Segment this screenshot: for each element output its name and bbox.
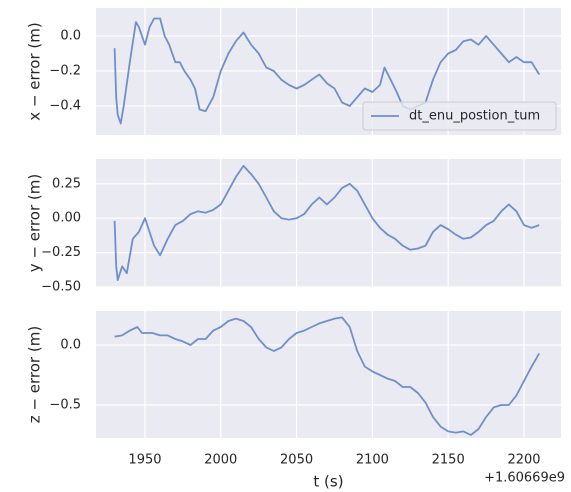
legend-label: dt_enu_postion_tum xyxy=(409,109,540,124)
x-tick-label: 2050 xyxy=(280,453,313,468)
data-line xyxy=(114,316,540,436)
y-axis-label: z − error (m) xyxy=(26,326,44,423)
y-tick-label: 0.0 xyxy=(60,337,81,352)
y-tick-label: −0.50 xyxy=(41,280,81,295)
y-tick-label: −0.4 xyxy=(49,98,81,113)
x-tick-label: 2100 xyxy=(356,453,389,468)
y-tick-label: −0.2 xyxy=(49,63,81,78)
data-line xyxy=(113,165,540,281)
legend: dt_enu_postion_tum xyxy=(362,101,557,131)
x-tick-label: 1950 xyxy=(128,453,161,468)
y-axis-label: y − error (m) xyxy=(26,174,44,272)
plot-area xyxy=(96,311,561,438)
data-line xyxy=(113,17,540,125)
x-offset-label: +1.60669e9 xyxy=(484,471,565,486)
y-tick-label: 0.25 xyxy=(52,176,81,191)
plot-area xyxy=(96,159,561,287)
y-tick-label: −0.25 xyxy=(41,245,81,260)
x-tick-label: 2150 xyxy=(432,453,465,468)
legend-box xyxy=(362,101,557,131)
x-axis-label: t (s) xyxy=(313,473,343,491)
y-tick-label: −0.5 xyxy=(49,397,81,412)
y-tick-label: 0.0 xyxy=(60,28,81,43)
x-tick-label: 2200 xyxy=(507,453,540,468)
y-axis-label: x − error (m) xyxy=(26,22,44,120)
x-tick-label: 2000 xyxy=(204,453,237,468)
y-tick-label: 0.00 xyxy=(52,211,81,226)
